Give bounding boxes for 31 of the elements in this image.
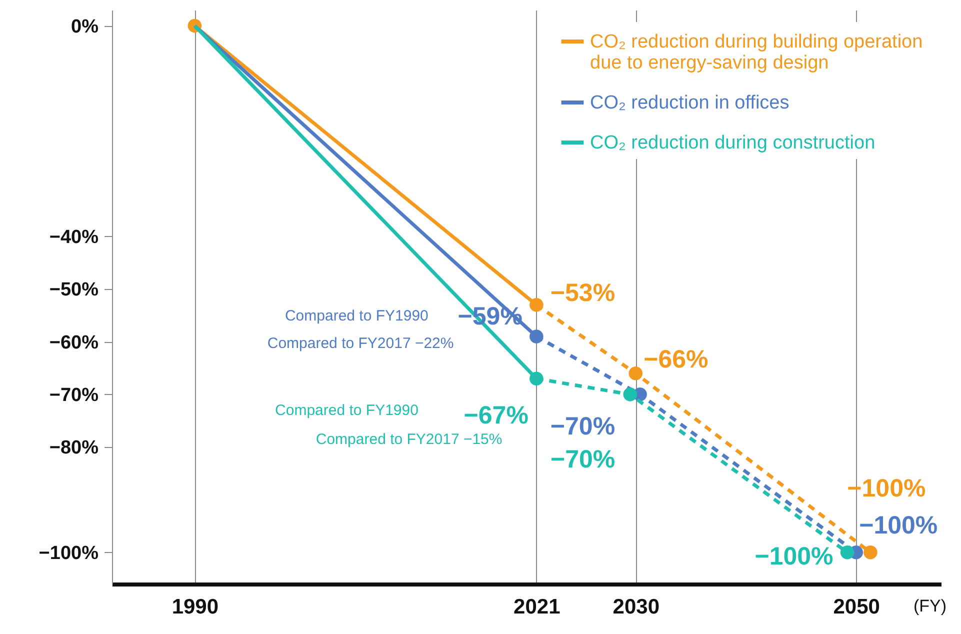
y-tick-label: −100% — [38, 542, 99, 564]
annotation: Compared to FY1990 — [275, 402, 418, 420]
point — [864, 546, 878, 560]
point — [628, 366, 643, 380]
y-tick-label: −40% — [49, 226, 99, 248]
y-tick-label: −50% — [49, 280, 99, 301]
legend-label: CO₂ reduction during construction — [590, 132, 876, 154]
data-label: −70% — [550, 445, 616, 474]
data-label: −67% — [464, 402, 528, 430]
data-label: −100% — [847, 474, 926, 502]
data-label: −53% — [550, 278, 616, 307]
y-tick-label: −80% — [49, 438, 99, 459]
x-tick-label: 1990 — [172, 596, 219, 618]
y-tick-label: −70% — [49, 384, 99, 406]
y-tick-label: 0% — [71, 16, 99, 38]
data-label: −66% — [644, 345, 708, 374]
data-label: −70% — [550, 412, 616, 440]
y-tick-label: −60% — [49, 332, 99, 354]
x-tick-label: 2021 — [514, 596, 561, 618]
x-tick-label: 2050 — [833, 596, 880, 618]
x-tick-label: 2030 — [612, 596, 660, 618]
annotation: Compared to FY2017 −22% — [267, 334, 454, 352]
annotation: Compared to FY2017 −15% — [316, 431, 502, 448]
annotation: Compared to FY1990 — [284, 307, 428, 324]
legend-label: CO₂ reduction in offices — [590, 92, 790, 114]
legend-label: CO₂ reduction during building operation due to energy-saving design — [590, 32, 923, 74]
point — [840, 546, 854, 560]
point — [623, 388, 638, 402]
data-label: −100% — [859, 511, 938, 540]
data-label: −100% — [754, 542, 834, 570]
x-axis-title: (FY) — [914, 596, 947, 616]
